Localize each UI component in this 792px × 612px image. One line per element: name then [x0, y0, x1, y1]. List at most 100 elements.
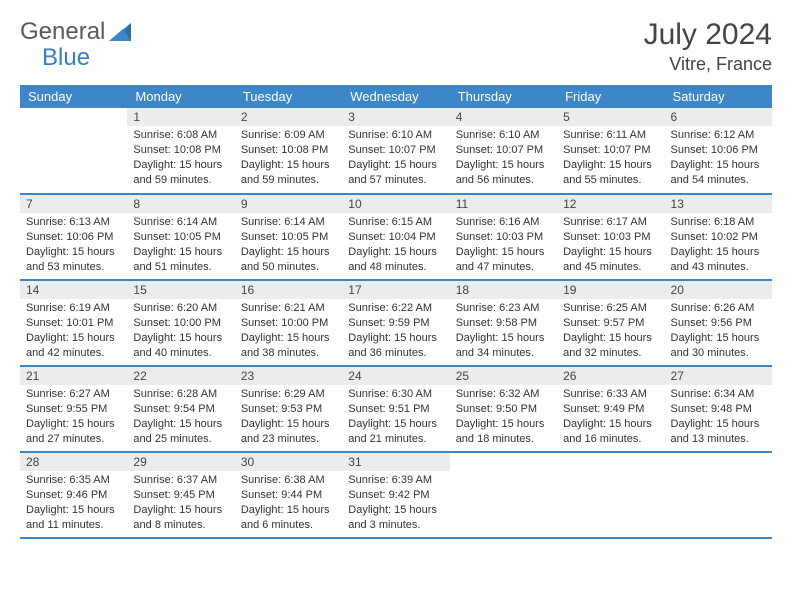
calendar-table: SundayMondayTuesdayWednesdayThursdayFrid… [20, 85, 772, 539]
day-content: Sunrise: 6:09 AMSunset: 10:08 PMDaylight… [235, 126, 342, 191]
sunrise-line: Sunrise: 6:30 AM [348, 387, 443, 402]
daylight-line: Daylight: 15 hours and 16 minutes. [563, 417, 658, 447]
sunset-line: Sunset: 10:00 PM [133, 316, 228, 331]
daylight-line: Daylight: 15 hours and 56 minutes. [456, 158, 551, 188]
daylight-line: Daylight: 15 hours and 8 minutes. [133, 503, 228, 533]
sunset-line: Sunset: 9:46 PM [26, 488, 121, 503]
day-content: Sunrise: 6:27 AMSunset: 9:55 PMDaylight:… [20, 385, 127, 450]
day-content: Sunrise: 6:28 AMSunset: 9:54 PMDaylight:… [127, 385, 234, 450]
sunrise-line: Sunrise: 6:09 AM [241, 128, 336, 143]
day-number: 31 [342, 453, 449, 471]
sunrise-line: Sunrise: 6:37 AM [133, 473, 228, 488]
day-cell: 1Sunrise: 6:08 AMSunset: 10:08 PMDayligh… [127, 108, 234, 194]
day-cell [557, 452, 664, 538]
sunset-line: Sunset: 9:54 PM [133, 402, 228, 417]
daylight-line: Daylight: 15 hours and 53 minutes. [26, 245, 121, 275]
day-cell: 4Sunrise: 6:10 AMSunset: 10:07 PMDayligh… [450, 108, 557, 194]
day-cell: 14Sunrise: 6:19 AMSunset: 10:01 PMDaylig… [20, 280, 127, 366]
day-cell: 5Sunrise: 6:11 AMSunset: 10:07 PMDayligh… [557, 108, 664, 194]
sunrise-line: Sunrise: 6:17 AM [563, 215, 658, 230]
sunrise-line: Sunrise: 6:34 AM [671, 387, 766, 402]
day-content: Sunrise: 6:20 AMSunset: 10:00 PMDaylight… [127, 299, 234, 364]
day-content: Sunrise: 6:12 AMSunset: 10:06 PMDaylight… [665, 126, 772, 191]
day-number: 7 [20, 195, 127, 213]
sunset-line: Sunset: 9:49 PM [563, 402, 658, 417]
day-number: 5 [557, 108, 664, 126]
sunset-line: Sunset: 10:01 PM [26, 316, 121, 331]
day-number: 6 [665, 108, 772, 126]
daylight-line: Daylight: 15 hours and 45 minutes. [563, 245, 658, 275]
day-content: Sunrise: 6:16 AMSunset: 10:03 PMDaylight… [450, 213, 557, 278]
sunrise-line: Sunrise: 6:39 AM [348, 473, 443, 488]
sunset-line: Sunset: 9:53 PM [241, 402, 336, 417]
daylight-line: Daylight: 15 hours and 18 minutes. [456, 417, 551, 447]
day-number: 17 [342, 281, 449, 299]
sunset-line: Sunset: 10:07 PM [348, 143, 443, 158]
sunrise-line: Sunrise: 6:27 AM [26, 387, 121, 402]
day-content: Sunrise: 6:23 AMSunset: 9:58 PMDaylight:… [450, 299, 557, 364]
sunrise-line: Sunrise: 6:28 AM [133, 387, 228, 402]
daylight-line: Daylight: 15 hours and 36 minutes. [348, 331, 443, 361]
week-row: 1Sunrise: 6:08 AMSunset: 10:08 PMDayligh… [20, 108, 772, 194]
day-number: 27 [665, 367, 772, 385]
day-cell: 18Sunrise: 6:23 AMSunset: 9:58 PMDayligh… [450, 280, 557, 366]
sunrise-line: Sunrise: 6:11 AM [563, 128, 658, 143]
daylight-line: Daylight: 15 hours and 48 minutes. [348, 245, 443, 275]
sunrise-line: Sunrise: 6:32 AM [456, 387, 551, 402]
week-row: 28Sunrise: 6:35 AMSunset: 9:46 PMDayligh… [20, 452, 772, 538]
day-content: Sunrise: 6:14 AMSunset: 10:05 PMDaylight… [235, 213, 342, 278]
sunset-line: Sunset: 10:03 PM [456, 230, 551, 245]
day-cell: 17Sunrise: 6:22 AMSunset: 9:59 PMDayligh… [342, 280, 449, 366]
day-cell: 24Sunrise: 6:30 AMSunset: 9:51 PMDayligh… [342, 366, 449, 452]
sunrise-line: Sunrise: 6:38 AM [241, 473, 336, 488]
day-content: Sunrise: 6:14 AMSunset: 10:05 PMDaylight… [127, 213, 234, 278]
day-cell [450, 452, 557, 538]
sunrise-line: Sunrise: 6:20 AM [133, 301, 228, 316]
sunset-line: Sunset: 9:59 PM [348, 316, 443, 331]
day-number: 19 [557, 281, 664, 299]
day-content: Sunrise: 6:17 AMSunset: 10:03 PMDaylight… [557, 213, 664, 278]
day-cell: 20Sunrise: 6:26 AMSunset: 9:56 PMDayligh… [665, 280, 772, 366]
daylight-line: Daylight: 15 hours and 38 minutes. [241, 331, 336, 361]
day-cell: 21Sunrise: 6:27 AMSunset: 9:55 PMDayligh… [20, 366, 127, 452]
day-header: Thursday [450, 85, 557, 108]
day-cell: 9Sunrise: 6:14 AMSunset: 10:05 PMDayligh… [235, 194, 342, 280]
sunrise-line: Sunrise: 6:21 AM [241, 301, 336, 316]
daylight-line: Daylight: 15 hours and 11 minutes. [26, 503, 121, 533]
sunrise-line: Sunrise: 6:23 AM [456, 301, 551, 316]
sunset-line: Sunset: 10:08 PM [241, 143, 336, 158]
sunset-line: Sunset: 9:55 PM [26, 402, 121, 417]
daylight-line: Daylight: 15 hours and 40 minutes. [133, 331, 228, 361]
day-number: 8 [127, 195, 234, 213]
day-cell [665, 452, 772, 538]
sunrise-line: Sunrise: 6:14 AM [133, 215, 228, 230]
daylight-line: Daylight: 15 hours and 6 minutes. [241, 503, 336, 533]
day-content: Sunrise: 6:39 AMSunset: 9:42 PMDaylight:… [342, 471, 449, 536]
day-content: Sunrise: 6:15 AMSunset: 10:04 PMDaylight… [342, 213, 449, 278]
day-number: 9 [235, 195, 342, 213]
daylight-line: Daylight: 15 hours and 13 minutes. [671, 417, 766, 447]
day-cell: 30Sunrise: 6:38 AMSunset: 9:44 PMDayligh… [235, 452, 342, 538]
month-title: July 2024 [644, 18, 772, 52]
day-number: 2 [235, 108, 342, 126]
sunset-line: Sunset: 9:45 PM [133, 488, 228, 503]
sunset-line: Sunset: 10:06 PM [671, 143, 766, 158]
day-number: 11 [450, 195, 557, 213]
day-number: 18 [450, 281, 557, 299]
day-header: Monday [127, 85, 234, 108]
day-number: 30 [235, 453, 342, 471]
day-number: 1 [127, 108, 234, 126]
daylight-line: Daylight: 15 hours and 59 minutes. [241, 158, 336, 188]
sunrise-line: Sunrise: 6:08 AM [133, 128, 228, 143]
daylight-line: Daylight: 15 hours and 34 minutes. [456, 331, 551, 361]
day-number: 16 [235, 281, 342, 299]
day-header: Saturday [665, 85, 772, 108]
sunset-line: Sunset: 9:56 PM [671, 316, 766, 331]
day-content: Sunrise: 6:25 AMSunset: 9:57 PMDaylight:… [557, 299, 664, 364]
sunset-line: Sunset: 9:42 PM [348, 488, 443, 503]
daylight-line: Daylight: 15 hours and 51 minutes. [133, 245, 228, 275]
daylight-line: Daylight: 15 hours and 54 minutes. [671, 158, 766, 188]
day-header: Sunday [20, 85, 127, 108]
daylight-line: Daylight: 15 hours and 3 minutes. [348, 503, 443, 533]
day-number: 22 [127, 367, 234, 385]
